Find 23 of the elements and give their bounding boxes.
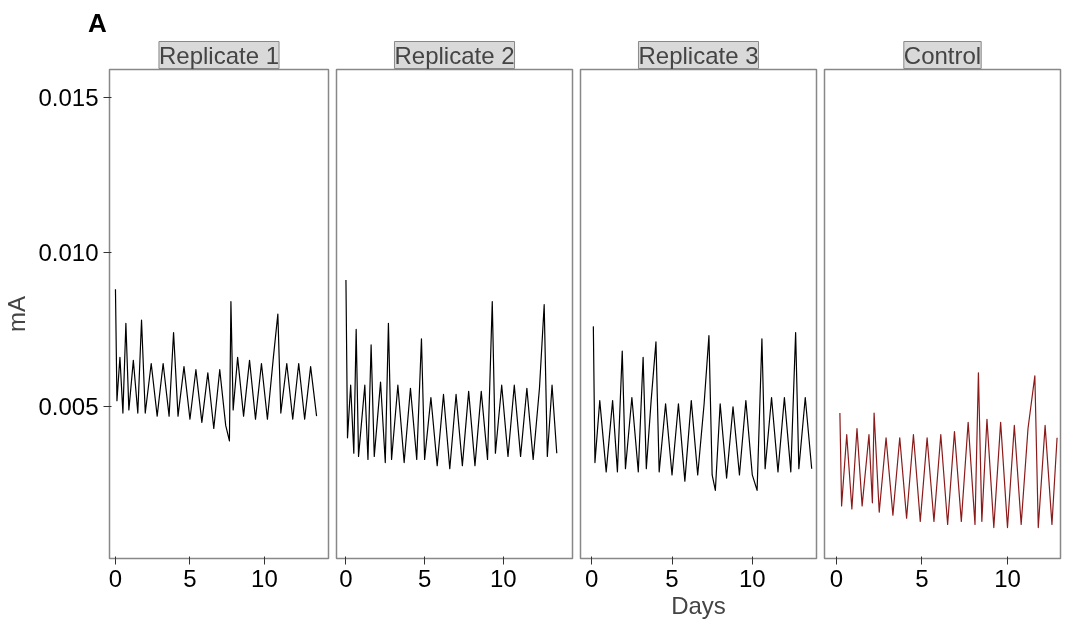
x-tick-label: 10 (738, 564, 766, 592)
chart-title: Replicate 1 (158, 41, 280, 69)
x-tick-label: 0 (829, 564, 844, 592)
chart-title: Control (903, 41, 982, 69)
y-tick-label: 0.005 (38, 393, 99, 421)
x-tick-label: 10 (251, 564, 278, 592)
x-tick-label: 5 (665, 564, 679, 592)
x-axis-title: Days (671, 591, 726, 619)
x-tick-label: 0 (585, 564, 599, 592)
x-tick-label: 5 (915, 564, 929, 592)
text: A (88, 7, 107, 40)
line-series (114, 288, 318, 442)
chart-title: Replicate 2 (394, 41, 515, 69)
x-tick-label: 0 (108, 564, 123, 592)
x-tick-label: 10 (994, 564, 1021, 592)
x-tick-label: 5 (417, 564, 432, 592)
x-tick-label: 5 (183, 564, 197, 592)
y-tick-label: 0.015 (38, 83, 99, 111)
y-axis-title: mA (3, 296, 31, 332)
x-tick-label: 0 (339, 564, 353, 592)
chart-title: Replicate 3 (638, 41, 759, 69)
y-tick-label: 0.010 (38, 238, 99, 266)
x-tick-label: 10 (489, 564, 517, 592)
